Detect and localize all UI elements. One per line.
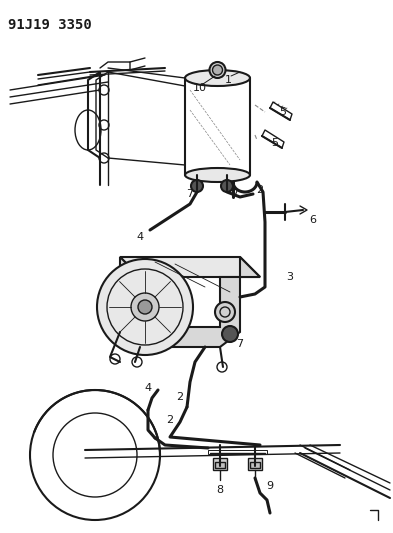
Text: 4: 4 [136,232,143,242]
Polygon shape [140,257,260,347]
Circle shape [131,293,159,321]
Text: 2: 2 [257,185,264,195]
Bar [250,462,260,468]
Circle shape [213,65,222,75]
Text: 7: 7 [186,189,194,199]
Circle shape [209,62,226,78]
Text: 4: 4 [145,383,152,393]
Text: 3: 3 [286,272,294,282]
Text: 9: 9 [266,481,274,491]
Circle shape [222,326,238,342]
Text: 10: 10 [193,83,207,93]
Polygon shape [120,257,260,277]
Bar [215,462,225,468]
Text: 1: 1 [224,75,231,85]
Text: 2: 2 [167,415,174,425]
Text: 8: 8 [217,485,224,495]
Circle shape [138,300,152,314]
Circle shape [191,180,203,192]
Circle shape [215,302,235,322]
Circle shape [97,259,193,355]
Text: 2: 2 [176,392,184,402]
Text: 7: 7 [237,339,244,349]
Circle shape [221,180,233,192]
Text: 91J19 3350: 91J19 3350 [8,18,92,32]
Text: 5: 5 [279,107,286,117]
Bar [248,458,262,470]
Text: 5: 5 [272,138,279,148]
Text: 7: 7 [231,189,239,199]
Bar [208,450,267,454]
Text: 6: 6 [310,215,316,225]
Bar [213,458,227,470]
Ellipse shape [185,168,250,182]
Polygon shape [120,257,140,347]
Ellipse shape [185,70,250,86]
